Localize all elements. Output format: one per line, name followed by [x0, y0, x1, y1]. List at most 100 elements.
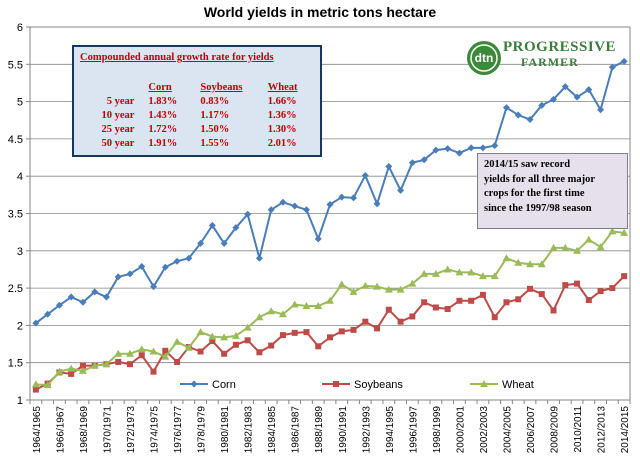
data-point-corn	[150, 283, 158, 291]
data-point-soybeans	[374, 325, 381, 332]
data-point-soybeans	[197, 348, 204, 355]
data-point-corn	[408, 159, 416, 167]
data-point-wheat	[78, 366, 87, 374]
series-group	[31, 57, 629, 393]
growth-table: Corn Soybeans Wheat 5 year 1.83% 0.83% 1…	[80, 81, 320, 151]
growth-rate-box: Compounded annual growth rate for yields…	[72, 45, 322, 157]
data-point-wheat	[184, 343, 193, 351]
data-point-soybeans	[303, 329, 310, 336]
y-tick-label: 3.5	[8, 209, 23, 221]
y-tick-label: 5	[17, 97, 23, 109]
data-point-corn	[338, 193, 346, 201]
data-point-soybeans	[350, 326, 357, 333]
data-point-corn	[397, 186, 405, 194]
data-point-soybeans	[315, 343, 322, 350]
x-tick-label: 1984/1985	[267, 406, 278, 454]
data-point-wheat	[514, 258, 523, 266]
legend-label: Soybeans	[354, 379, 403, 391]
data-point-corn	[114, 273, 122, 281]
data-point-soybeans	[585, 297, 592, 304]
growth-row-label: 5 year	[106, 96, 135, 107]
data-point-wheat	[55, 367, 64, 375]
data-point-wheat	[255, 313, 264, 321]
data-point-soybeans	[421, 299, 428, 306]
data-point-wheat	[361, 281, 370, 289]
x-tick-label: 1994/1995	[385, 406, 396, 454]
data-point-wheat	[161, 352, 170, 360]
growth-soy-value: 1.55%	[200, 138, 230, 149]
x-tick-label: 1996/1997	[408, 406, 419, 454]
data-point-corn	[302, 206, 310, 214]
data-point-soybeans	[268, 342, 275, 349]
data-point-soybeans	[291, 329, 298, 336]
data-point-corn	[514, 111, 522, 119]
legend-item-wheat: Wheat	[470, 379, 534, 391]
note-line: crops for the first time	[484, 188, 585, 199]
x-tick-label: 1972/1973	[126, 406, 137, 454]
data-point-wheat	[478, 272, 487, 280]
data-point-wheat	[502, 254, 511, 262]
x-tick-label: 2012/2013	[597, 406, 608, 454]
logo-progressive: PROGRESSIVE	[503, 39, 617, 55]
data-point-corn	[173, 257, 181, 265]
x-tick-label: 1982/1983	[244, 406, 255, 454]
y-tick-label: 2	[17, 320, 23, 332]
y-tick-label: 4	[17, 171, 23, 183]
data-point-soybeans	[232, 341, 239, 348]
data-point-corn	[502, 104, 510, 112]
x-tick-label: 2010/2011	[573, 406, 584, 453]
data-point-corn	[208, 221, 216, 229]
data-point-corn	[102, 293, 110, 301]
x-tick-label: 1974/1975	[150, 406, 161, 454]
data-point-wheat	[596, 243, 605, 251]
data-point-wheat	[290, 300, 299, 308]
data-point-wheat	[620, 228, 629, 236]
data-point-wheat	[31, 380, 40, 388]
legend: Corn Soybeans Wheat	[180, 379, 534, 391]
data-point-wheat	[561, 243, 570, 251]
data-point-wheat	[526, 260, 534, 268]
data-point-corn	[597, 106, 605, 114]
x-tick-label: 1986/1987	[291, 406, 302, 454]
data-point-corn	[91, 288, 99, 296]
data-point-soybeans	[432, 304, 439, 311]
growth-row-label: 50 year	[101, 138, 135, 149]
data-point-corn	[538, 101, 546, 109]
x-tick-label: 1976/1977	[173, 406, 184, 454]
data-point-soybeans	[562, 282, 569, 289]
data-point-corn	[350, 194, 358, 202]
growth-corn-value: 1.72%	[148, 124, 178, 135]
growth-row: 5 year 1.83% 0.83% 1.66%	[80, 95, 320, 109]
data-point-wheat	[173, 337, 182, 345]
data-point-wheat	[549, 243, 558, 251]
data-point-corn	[526, 116, 534, 124]
data-point-soybeans	[244, 337, 251, 344]
data-point-soybeans	[621, 273, 628, 280]
note-line: since the 1997/98 season	[484, 202, 592, 214]
data-point-soybeans	[115, 358, 122, 365]
data-point-wheat	[608, 227, 617, 235]
x-tick-label: 1988/1989	[314, 406, 325, 454]
x-axis: 1964/1965 1966/1967 1968/1969 1970/1971 1972…	[29, 400, 631, 454]
growth-soy-value: 0.83%	[200, 96, 230, 107]
data-point-wheat	[278, 310, 287, 318]
data-point-corn	[444, 145, 452, 153]
x-tick-label: 1998/1999	[432, 406, 443, 454]
data-point-corn	[361, 171, 369, 179]
legend-label: Wheat	[502, 379, 534, 391]
data-point-soybeans	[597, 288, 604, 295]
growth-header-row: Corn Soybeans Wheat	[80, 81, 320, 95]
data-point-corn	[185, 254, 193, 262]
growth-header-corn: Corn	[148, 82, 172, 93]
data-point-soybeans	[327, 334, 333, 341]
data-point-wheat	[102, 360, 111, 368]
data-point-wheat	[231, 331, 240, 339]
series-line-soybeans	[35, 275, 625, 391]
data-point-corn	[314, 235, 322, 243]
growth-row: 25 year 1.72% 1.50% 1.30%	[80, 123, 320, 137]
data-point-soybeans	[444, 305, 451, 312]
data-point-wheat	[443, 265, 452, 273]
data-point-wheat	[196, 328, 205, 336]
data-point-corn	[44, 310, 52, 318]
data-point-corn	[244, 210, 252, 218]
